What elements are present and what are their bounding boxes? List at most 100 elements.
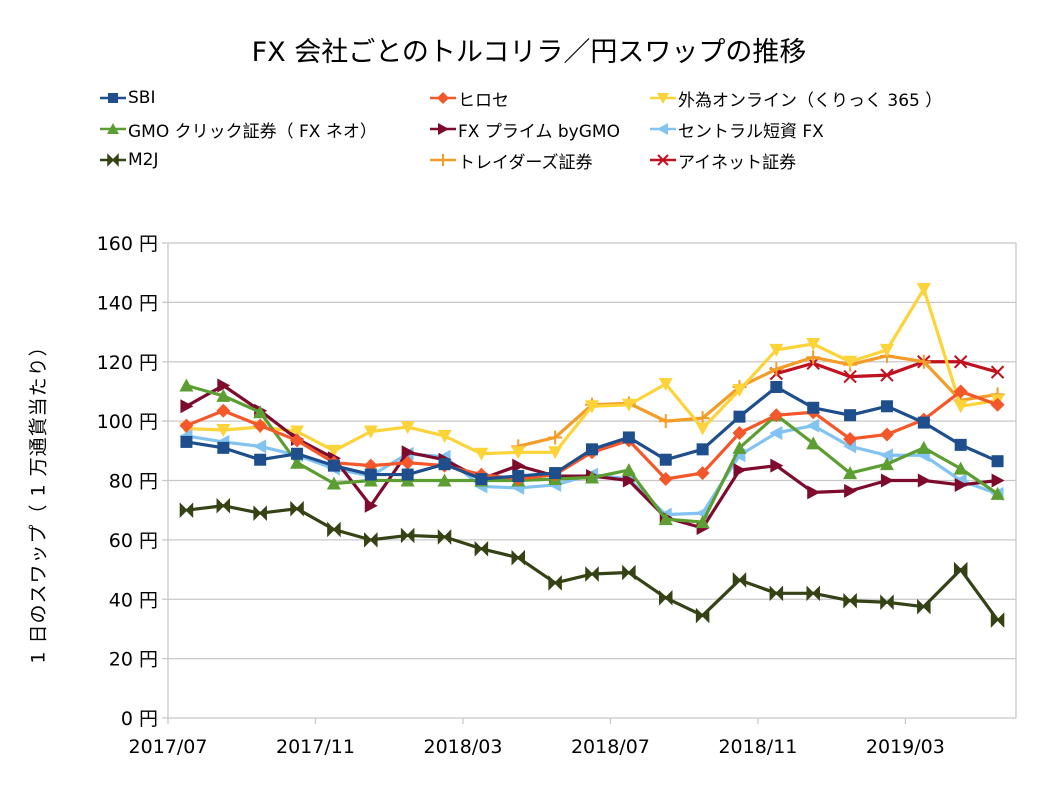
x-tick-label: 2017/11 (276, 736, 355, 758)
series-2 (179, 283, 1005, 461)
data-point (695, 515, 710, 529)
data-point (475, 473, 488, 486)
data-point (806, 337, 821, 351)
chart-title: FX 会社ごとのトルコリラ／円スワップの推移 (251, 37, 807, 68)
y-tick-label: 120 円 (97, 352, 158, 374)
y-tick-label: 0 円 (121, 708, 158, 730)
data-point (585, 470, 599, 484)
data-point (400, 421, 415, 435)
data-point (253, 505, 267, 521)
legend-item: GMO クリック証券（ FX ネオ） (100, 115, 377, 143)
data-point (216, 388, 231, 402)
data-point (695, 422, 710, 436)
data-point (953, 561, 968, 578)
y-tick-label: 20 円 (109, 649, 158, 671)
series-0 (180, 380, 1004, 486)
data-point (180, 435, 193, 448)
data-point (474, 447, 489, 461)
data-point (658, 378, 673, 392)
legend-label: 外為オンライン（くりっく 365 ） (678, 90, 943, 111)
data-point (364, 468, 377, 481)
data-point (253, 405, 268, 419)
legend-marker (108, 93, 118, 103)
data-point (363, 425, 378, 439)
data-point (770, 380, 783, 393)
legend-label: セントラル短資 FX (678, 121, 824, 142)
data-point (216, 497, 231, 514)
y-tick-label: 40 円 (109, 589, 158, 611)
series-6 (179, 497, 1005, 628)
data-point (879, 343, 894, 357)
data-point (180, 399, 194, 414)
data-point (843, 431, 858, 446)
data-point (990, 486, 1005, 500)
data-point (879, 427, 894, 442)
data-point (991, 455, 1004, 468)
data-point (917, 598, 931, 615)
legend-marker-icon (100, 153, 126, 167)
data-point (695, 607, 710, 624)
data-point (916, 440, 931, 454)
data-point (807, 401, 820, 414)
data-point (621, 398, 636, 412)
data-point (953, 400, 968, 414)
data-point (253, 439, 267, 454)
data-point (806, 418, 820, 433)
data-point (585, 566, 599, 582)
data-point (548, 430, 563, 445)
data-point (658, 472, 673, 487)
data-point (769, 362, 784, 377)
legend-marker-icon (650, 123, 676, 135)
data-point (326, 476, 341, 490)
data-point (954, 477, 968, 492)
data-point (548, 575, 562, 591)
legend-marker (107, 153, 119, 167)
data-point (622, 431, 635, 444)
data-point (549, 467, 562, 480)
legend-label: トレイダーズ証券 (458, 152, 593, 173)
legend-item: SBI (100, 84, 155, 112)
data-point (990, 365, 1005, 379)
data-point (326, 444, 341, 458)
data-point (216, 403, 231, 418)
legend-marker (437, 92, 449, 104)
data-point (696, 443, 709, 456)
data-point (916, 354, 931, 369)
legend-label: FX プライム byGMO (458, 121, 620, 142)
data-point (732, 383, 747, 397)
data-point (548, 446, 563, 460)
data-point (991, 473, 1005, 488)
data-point (843, 355, 858, 369)
data-point (290, 455, 305, 469)
data-point (880, 473, 894, 488)
x-tick-label: 2018/07 (571, 736, 650, 758)
y-tick-label: 160 円 (97, 233, 158, 255)
data-point (659, 453, 672, 466)
data-point (732, 440, 747, 454)
data-point (217, 378, 231, 393)
data-point (806, 350, 821, 365)
data-point (769, 408, 784, 423)
data-point (806, 585, 820, 602)
data-point (658, 589, 673, 606)
data-point (511, 446, 526, 460)
data-point (401, 445, 415, 460)
data-point (733, 463, 747, 478)
data-point (843, 466, 858, 480)
data-point (290, 500, 304, 517)
data-point (770, 458, 784, 473)
data-point (437, 473, 452, 487)
legend-item: M2J (100, 146, 159, 174)
data-point (769, 585, 784, 602)
x-tick-label: 2017/07 (129, 736, 208, 758)
data-point (844, 483, 858, 498)
legend-marker (438, 123, 449, 135)
data-point (953, 355, 968, 369)
legend-label: GMO クリック証券（ FX ネオ） (128, 121, 377, 142)
data-point (695, 466, 710, 481)
data-point (990, 397, 1005, 412)
data-point (364, 532, 378, 548)
data-point (254, 453, 267, 466)
data-point (253, 418, 268, 433)
legend-marker-icon (430, 92, 456, 104)
